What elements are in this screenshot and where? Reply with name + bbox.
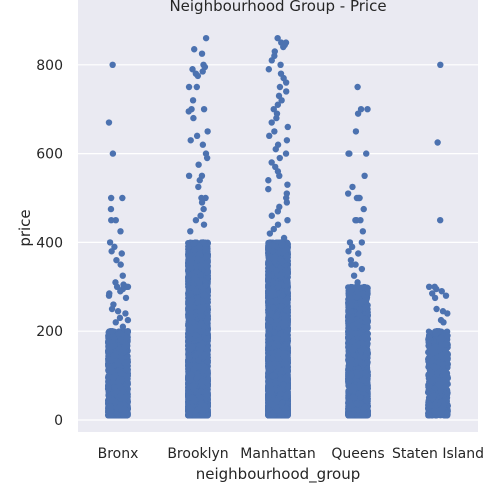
data-point (107, 205, 115, 213)
data-point (121, 343, 128, 350)
data-point (119, 272, 126, 279)
data-point (110, 374, 117, 382)
data-point (108, 248, 115, 255)
data-point (117, 370, 125, 377)
data-point (117, 288, 124, 295)
data-point (114, 411, 121, 418)
data-point (105, 119, 113, 126)
data-point (114, 361, 121, 368)
data-point (107, 194, 115, 202)
data-point (105, 338, 112, 345)
data-point (112, 319, 119, 326)
data-point (106, 402, 113, 409)
data-point (120, 394, 128, 401)
data-point (121, 410, 129, 417)
data-points (104, 34, 451, 419)
data-point (104, 385, 112, 393)
data-point (109, 150, 117, 157)
data-point (119, 194, 126, 202)
data-point (107, 356, 115, 364)
data-point (123, 373, 130, 380)
data-point (124, 381, 131, 388)
data-point (124, 316, 132, 324)
series-bronx (104, 61, 132, 419)
data-point (124, 359, 131, 366)
data-point (122, 310, 129, 317)
data-point (118, 250, 125, 257)
data-point (105, 292, 113, 299)
data-point (105, 344, 112, 351)
data-point (109, 61, 116, 68)
data-point (122, 294, 130, 302)
data-point (108, 217, 115, 224)
data-point (108, 305, 116, 313)
data-point (118, 354, 126, 362)
data-point (117, 261, 124, 268)
data-point (107, 328, 114, 335)
data-point (107, 407, 114, 415)
data-point (114, 308, 122, 315)
data-point (117, 228, 124, 235)
